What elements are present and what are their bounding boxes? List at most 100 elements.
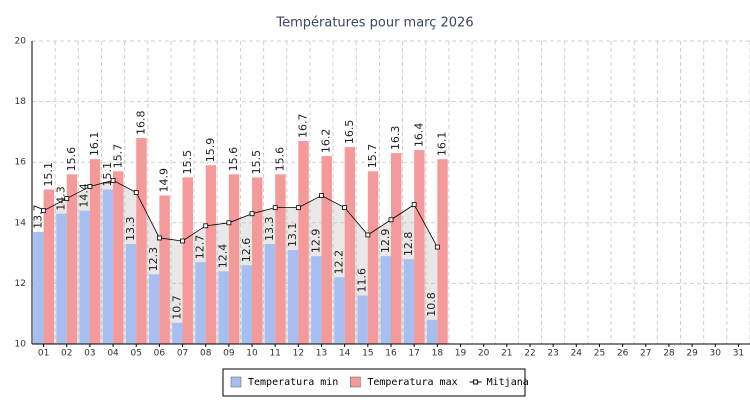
value-label: 14.3	[55, 186, 68, 211]
value-label: 15.5	[181, 150, 194, 175]
legend-label: Temperatura min	[248, 377, 338, 388]
value-label: 15.1	[101, 162, 114, 187]
value-label: 14.4	[78, 183, 91, 208]
line-marker	[133, 190, 139, 195]
value-label: 16.2	[320, 129, 333, 154]
y-tick-label: 12	[15, 279, 26, 289]
x-tick-label: 07	[177, 349, 188, 359]
x-tick-label: 24	[571, 349, 583, 359]
value-label: 13.3	[124, 217, 137, 242]
bar	[367, 171, 379, 344]
x-tick-label: 27	[640, 349, 651, 359]
x-tick-label: 18	[432, 349, 444, 359]
bar	[403, 259, 415, 344]
value-label: 13.1	[286, 223, 299, 248]
y-tick-label: 18	[15, 97, 27, 107]
line-marker	[411, 202, 417, 208]
value-label: 16.1	[88, 132, 101, 157]
bar	[311, 256, 322, 344]
value-label: 15.6	[65, 147, 78, 172]
bar	[357, 295, 368, 344]
bar	[148, 274, 160, 344]
y-tick-label: 16	[15, 158, 27, 168]
value-label: 12.9	[379, 229, 392, 254]
x-tick-label: 28	[663, 349, 675, 359]
x-tick-label: 02	[61, 349, 72, 359]
value-label: 15.6	[273, 147, 286, 172]
bar	[125, 244, 137, 344]
value-label: 16.7	[297, 113, 310, 138]
line-marker	[388, 217, 394, 223]
bar	[264, 244, 276, 344]
bar	[43, 189, 55, 344]
x-tick-label: 21	[501, 349, 512, 359]
x-tick-label: 16	[385, 349, 397, 359]
value-label: 14.9	[158, 168, 171, 193]
line-marker	[180, 238, 185, 244]
line-marker	[87, 184, 93, 189]
bar	[182, 177, 193, 344]
value-label: 15.5	[250, 150, 263, 175]
value-label: 11.6	[356, 268, 369, 293]
value-label: 16.3	[389, 126, 402, 151]
line-marker	[226, 220, 232, 226]
x-tick-label: 29	[686, 349, 698, 359]
legend: Temperatura min Temperatura max Mitjana	[222, 368, 529, 397]
bar	[205, 165, 217, 344]
value-label: 12.7	[193, 235, 206, 260]
line-marker	[156, 235, 162, 241]
bar	[426, 319, 438, 344]
bar	[66, 174, 78, 344]
bar	[172, 322, 183, 344]
bar	[241, 265, 253, 344]
bar	[380, 256, 391, 344]
x-tick-label: 08	[200, 349, 212, 359]
value-label: 13.3	[263, 217, 276, 242]
bar	[102, 189, 114, 344]
line-marker	[434, 244, 440, 250]
x-tick-label: 10	[246, 349, 258, 359]
chart-title: Températures pour març 2026	[275, 16, 473, 31]
bar	[321, 156, 332, 344]
bar	[89, 159, 101, 344]
x-tick-label: 15	[362, 349, 373, 359]
value-label: 12.9	[309, 229, 322, 254]
x-tick-label: 12	[293, 349, 304, 359]
value-label: 15.1	[42, 162, 55, 187]
x-tick-label: 01	[38, 349, 49, 359]
x-tick-label: 19	[455, 349, 467, 359]
value-label: 10.8	[425, 292, 438, 317]
value-label: 16.4	[412, 123, 425, 148]
value-label: 16.1	[436, 132, 449, 157]
x-tick-label: 23	[547, 349, 558, 359]
bar	[79, 210, 90, 344]
y-tick-label: 20	[15, 37, 27, 47]
line	[43, 179, 438, 248]
x-tick-label: 13	[316, 349, 327, 359]
line-marker	[295, 205, 301, 211]
value-label: 12.4	[217, 244, 230, 269]
bar	[195, 262, 206, 344]
value-label: 15.7	[111, 144, 124, 169]
x-tick-label: 31	[733, 349, 744, 359]
bar	[113, 171, 124, 344]
bar	[287, 250, 299, 344]
line-marker	[41, 208, 46, 214]
bar	[56, 213, 67, 344]
x-tick-label: 30	[710, 349, 722, 359]
x-tick-label: 05	[130, 349, 141, 359]
value-label: 13.7	[31, 204, 44, 229]
bar	[334, 277, 345, 344]
x-tick-label: 03	[84, 349, 95, 359]
x-tick-label: 20	[478, 349, 490, 359]
value-label: 10.7	[170, 295, 183, 320]
legend-swatch	[350, 376, 361, 388]
x-tick-label: 14	[339, 349, 351, 359]
value-label: 12.8	[402, 232, 415, 257]
line-marker	[249, 211, 255, 217]
legend-label: Temperatura max	[367, 377, 457, 388]
bar	[275, 174, 286, 344]
line-marker	[342, 205, 348, 211]
x-tick-label: 06	[154, 349, 166, 359]
value-label: 16.8	[134, 110, 147, 135]
